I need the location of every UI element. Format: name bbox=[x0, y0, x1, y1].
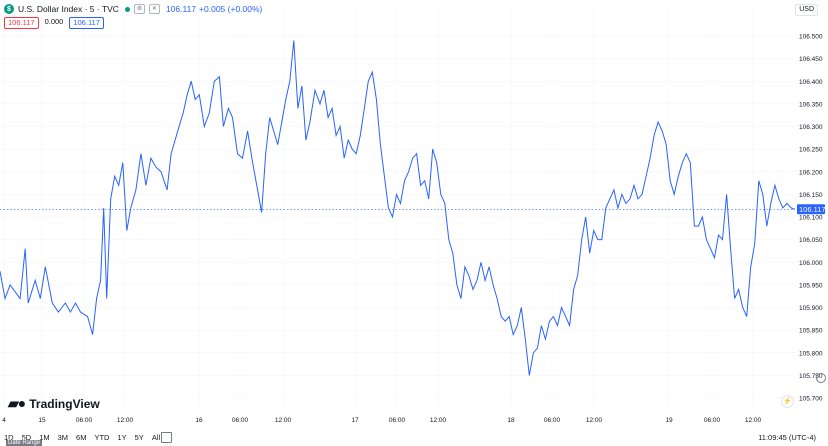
lightning-icon[interactable]: ⚡ bbox=[781, 395, 794, 408]
x-tick-label: 12:00 bbox=[430, 417, 447, 424]
range-button-ytd[interactable]: YTD bbox=[94, 433, 110, 442]
symbol-icon: $ bbox=[4, 4, 14, 14]
grid-lines bbox=[0, 6, 795, 408]
y-tick-label: 106.150 bbox=[799, 192, 823, 199]
x-tick-label: 12:00 bbox=[745, 417, 762, 424]
price-axis[interactable]: 106.500 106.450 106.400 106.350 106.300 106.2… bbox=[799, 34, 823, 403]
market-open-icon bbox=[124, 6, 130, 12]
range-button-1y[interactable]: 1Y bbox=[117, 433, 127, 442]
date-range-buttons: 1D 5D 1M 3M 6M YTD 1Y 5Y All bbox=[4, 433, 160, 442]
y-tick-label: 105.850 bbox=[799, 328, 823, 335]
close-icon[interactable]: ✕ bbox=[148, 4, 160, 14]
range-button-1m[interactable]: 1M bbox=[39, 433, 50, 442]
y-tick-label: 106.000 bbox=[799, 260, 823, 267]
range-button-6m[interactable]: 6M bbox=[76, 433, 87, 442]
x-tick-label: 19 bbox=[665, 417, 673, 424]
x-tick-label: 06:00 bbox=[704, 417, 721, 424]
price-series-line bbox=[0, 40, 796, 376]
y-tick-label: 105.950 bbox=[799, 282, 823, 289]
y-tick-label: 106.300 bbox=[799, 124, 823, 131]
buy-price-button[interactable]: 106.117 bbox=[69, 17, 104, 29]
y-tick-label: 106.400 bbox=[799, 79, 823, 86]
last-price: 106.117 bbox=[165, 4, 197, 14]
range-button-all[interactable]: All bbox=[151, 433, 161, 442]
range-button-3m[interactable]: 3M bbox=[57, 433, 69, 442]
y-tick-label: 105.750 bbox=[799, 373, 823, 380]
sell-price-button[interactable]: 106.117 bbox=[4, 17, 39, 29]
y-tick-label: 105.700 bbox=[799, 396, 823, 403]
x-tick-label: 06:00 bbox=[232, 417, 249, 424]
x-tick-label: 18 bbox=[507, 417, 515, 424]
range-button-5y[interactable]: 5Y bbox=[134, 433, 144, 442]
time-axis[interactable]: 4 15 06:00 12:00 16 06:00 12:00 17 06:00 12:00 18 0… bbox=[2, 417, 761, 424]
clock-display[interactable]: 11:09:45 (UTC-4) bbox=[758, 433, 816, 442]
settings-icon[interactable]: ⚙ bbox=[133, 4, 145, 14]
currency-selector[interactable]: USD bbox=[795, 4, 818, 16]
bottom-toolbar: 1D 5D 1M 3M 6M YTD 1Y 5Y All 11:09:45 (UTC-4) bbox=[0, 431, 828, 446]
x-tick-label: 15 bbox=[38, 417, 46, 424]
x-tick-label: 16 bbox=[195, 417, 203, 424]
x-tick-label: 12:00 bbox=[586, 417, 603, 424]
calendar-icon[interactable] bbox=[161, 432, 172, 443]
range-button-5d[interactable]: 5D bbox=[21, 433, 32, 442]
x-tick-label: 12:00 bbox=[117, 417, 134, 424]
current-price-tag-label: 106.117 bbox=[799, 205, 826, 214]
y-tick-label: 106.250 bbox=[799, 147, 823, 154]
tradingview-logo[interactable]: ▰● TradingView bbox=[8, 395, 100, 412]
chart-header: $ U.S. Dollar Index · 5 · TVC ⚙ ✕ 106.11… bbox=[4, 2, 262, 16]
y-tick-label: 106.350 bbox=[799, 101, 823, 108]
order-boxes: 106.117 0.000 106.117 bbox=[4, 17, 104, 29]
x-tick-label: 06:00 bbox=[544, 417, 561, 424]
y-tick-label: 105.900 bbox=[799, 305, 823, 312]
axis-settings-icon[interactable] bbox=[816, 373, 826, 383]
current-price-tag bbox=[797, 204, 825, 215]
date-range-tooltip: Date Range bbox=[6, 440, 43, 446]
x-tick-label: 06:00 bbox=[389, 417, 406, 424]
y-tick-label: 106.200 bbox=[799, 169, 823, 176]
x-tick-label: 17 bbox=[351, 417, 359, 424]
symbol-title[interactable]: U.S. Dollar Index · 5 · TVC bbox=[18, 4, 119, 14]
price-change: +0.005 (+0.00%) bbox=[199, 4, 263, 14]
x-tick-label: 06:00 bbox=[76, 417, 93, 424]
y-tick-label: 106.450 bbox=[799, 56, 823, 63]
y-tick-label: 106.500 bbox=[799, 34, 823, 41]
spread-value: 0.000 bbox=[41, 17, 67, 27]
brand-name: TradingView bbox=[29, 396, 100, 411]
y-tick-label: 106.050 bbox=[799, 237, 823, 244]
range-button-1d[interactable]: 1D bbox=[4, 433, 14, 442]
y-tick-label: 106.100 bbox=[799, 215, 823, 222]
x-tick-label: 12:00 bbox=[275, 417, 292, 424]
y-tick-label: 105.800 bbox=[799, 350, 823, 357]
x-tick-label: 4 bbox=[2, 417, 6, 424]
tradingview-logo-icon: ▰● bbox=[8, 395, 26, 411]
